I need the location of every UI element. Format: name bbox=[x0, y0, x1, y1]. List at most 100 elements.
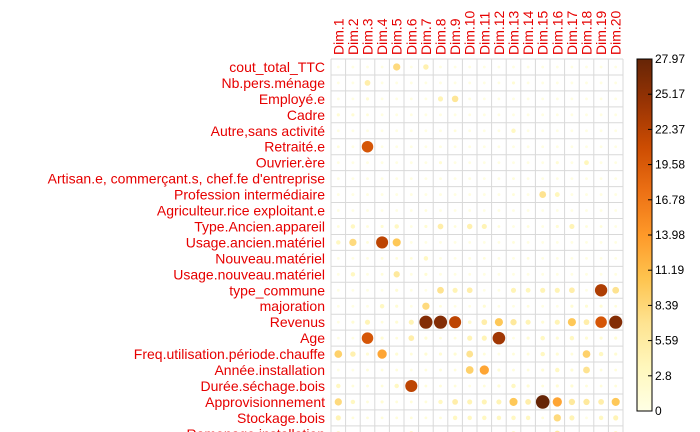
cell-marker bbox=[395, 161, 399, 165]
cell-marker bbox=[351, 177, 355, 181]
cell-marker bbox=[395, 193, 399, 196]
cell-marker bbox=[465, 366, 474, 374]
cell-marker bbox=[380, 416, 384, 420]
cell-marker bbox=[569, 335, 575, 341]
legend-tick-label: 13.98 bbox=[655, 228, 685, 242]
cell-marker bbox=[540, 335, 545, 341]
cell-marker bbox=[541, 113, 545, 117]
cell-marker bbox=[497, 81, 501, 85]
cell-marker bbox=[394, 224, 399, 229]
cell-marker bbox=[585, 241, 588, 244]
cell-marker bbox=[336, 288, 340, 292]
cell-marker bbox=[512, 241, 515, 244]
cell-marker bbox=[599, 384, 603, 388]
row-label: Durée.séchage.bois bbox=[200, 378, 325, 394]
cell-marker bbox=[569, 223, 575, 230]
cell-marker bbox=[423, 64, 429, 70]
cell-marker bbox=[380, 320, 384, 324]
row-label: Nb.pers.ménage bbox=[221, 75, 325, 91]
legend-tick-label: 2.8 bbox=[655, 369, 672, 383]
cell-marker bbox=[511, 128, 516, 134]
cell-marker bbox=[482, 288, 486, 292]
cell-marker bbox=[598, 415, 604, 421]
cell-marker bbox=[380, 209, 384, 212]
cell-marker bbox=[570, 97, 574, 101]
cell-marker bbox=[423, 256, 429, 261]
cell-marker bbox=[512, 65, 515, 69]
cell-marker bbox=[468, 129, 472, 133]
cell-marker bbox=[614, 256, 618, 260]
cell-marker bbox=[497, 177, 501, 181]
cell-marker bbox=[525, 399, 531, 405]
cell-marker bbox=[409, 97, 413, 101]
cell-marker bbox=[614, 241, 618, 244]
cell-marker bbox=[526, 272, 530, 276]
cell-marker bbox=[422, 302, 430, 310]
row-label: Type.Ancien.appareil bbox=[194, 218, 325, 234]
cell-marker bbox=[439, 272, 442, 276]
cell-marker bbox=[393, 63, 401, 71]
cell-marker bbox=[451, 95, 459, 103]
cell-marker bbox=[482, 113, 486, 117]
cell-marker bbox=[555, 161, 559, 165]
cell-marker bbox=[555, 177, 559, 181]
cell-marker bbox=[510, 319, 517, 326]
column-label: Dim.3 bbox=[360, 18, 376, 55]
cell-marker bbox=[468, 304, 472, 308]
cell-marker bbox=[512, 145, 515, 149]
cell-marker bbox=[555, 256, 559, 260]
cell-marker bbox=[614, 193, 618, 196]
cell-marker bbox=[555, 81, 559, 85]
cell-marker bbox=[395, 97, 399, 101]
cell-marker bbox=[539, 191, 547, 198]
cell-marker bbox=[366, 129, 369, 133]
column-label: Dim.8 bbox=[433, 18, 449, 55]
cell-marker bbox=[424, 272, 428, 276]
cell-marker bbox=[614, 177, 618, 181]
cell-marker bbox=[453, 145, 457, 149]
cell-marker bbox=[585, 384, 588, 388]
cell-marker bbox=[409, 352, 413, 356]
cell-marker bbox=[512, 209, 515, 212]
cell-marker bbox=[497, 193, 501, 196]
cell-marker bbox=[409, 81, 413, 85]
cell-marker bbox=[453, 304, 457, 308]
cell-marker bbox=[570, 113, 574, 117]
legend-tick-label: 25.17 bbox=[655, 87, 685, 101]
cell-marker bbox=[468, 209, 472, 212]
cell-marker bbox=[453, 129, 457, 133]
cell-marker bbox=[453, 193, 457, 196]
cell-marker bbox=[351, 65, 355, 69]
cell-marker bbox=[380, 65, 384, 69]
row-label: type_commune bbox=[229, 282, 325, 298]
cell-marker bbox=[482, 415, 487, 421]
cell-marker bbox=[366, 256, 369, 260]
legend-tick-label: 0 bbox=[655, 404, 662, 418]
cell-marker bbox=[467, 320, 472, 324]
cell-marker bbox=[570, 272, 574, 276]
cell-marker bbox=[614, 113, 618, 117]
cell-marker bbox=[570, 145, 574, 149]
cell-marker bbox=[512, 177, 515, 181]
row-label: Ramonage.installation bbox=[186, 426, 325, 432]
cell-marker bbox=[366, 225, 369, 228]
legend-tick-label: 5.59 bbox=[655, 334, 679, 348]
column-label: Dim.11 bbox=[476, 11, 492, 55]
row-label: cout_total_TTC bbox=[229, 59, 325, 75]
cell-marker bbox=[351, 256, 355, 260]
cell-marker bbox=[433, 315, 448, 329]
cell-marker bbox=[424, 368, 428, 372]
cell-marker bbox=[409, 304, 413, 308]
cell-marker bbox=[409, 241, 413, 244]
cell-marker bbox=[612, 286, 620, 294]
cell-marker bbox=[453, 272, 457, 276]
cell-marker bbox=[583, 398, 590, 406]
cell-marker bbox=[614, 368, 618, 372]
cell-marker bbox=[366, 384, 369, 388]
cell-marker bbox=[570, 129, 574, 133]
cell-marker bbox=[395, 129, 399, 133]
cell-marker bbox=[395, 416, 399, 420]
cell-marker bbox=[424, 416, 428, 420]
cell-marker bbox=[609, 315, 623, 329]
cell-marker bbox=[351, 304, 355, 308]
